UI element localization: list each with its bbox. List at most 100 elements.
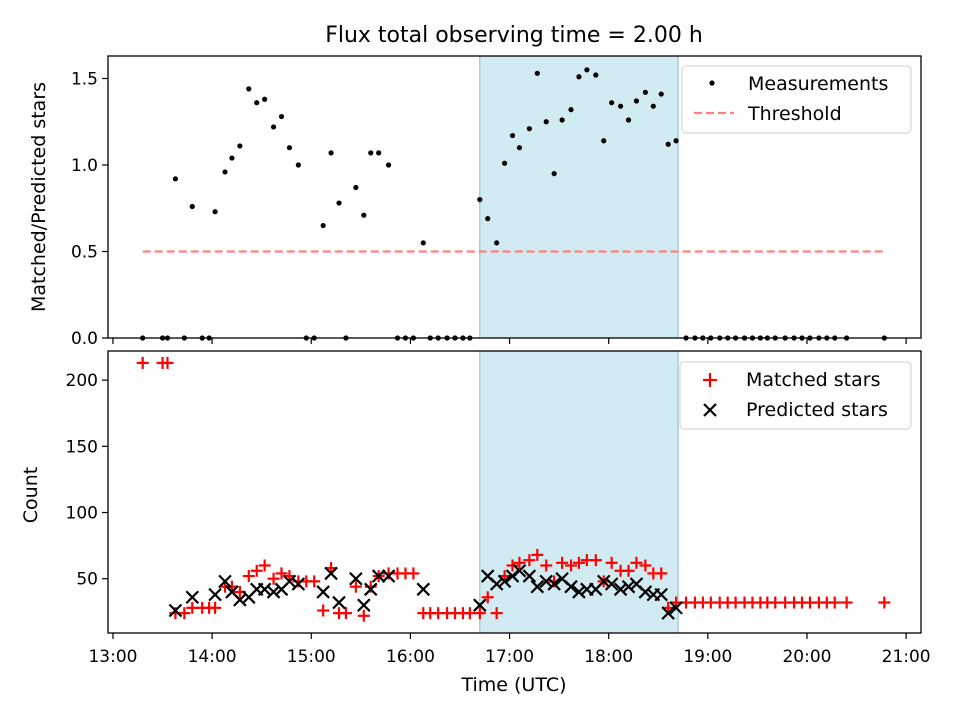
bot-ytick-label: 100 [66, 504, 98, 524]
measurement-point [278, 113, 285, 120]
predicted-star-point [596, 574, 611, 589]
measurement-point [584, 67, 590, 73]
matched-star-point [513, 556, 526, 569]
matched-star-point [250, 564, 263, 577]
bot-ytick-label: 50 [76, 570, 98, 590]
measurement-point [559, 117, 565, 123]
predicted-star-point [324, 566, 338, 581]
xtick-label: 16:00 [386, 647, 435, 667]
matched-star-point [630, 556, 643, 569]
predicted-star-point [621, 579, 636, 594]
predicted-star-point [168, 603, 183, 618]
ratio-panel: 0.0 0.5 1.0 1.5 Matched/Predicted stars Mea… [28, 55, 922, 349]
measurement-point [593, 72, 599, 78]
predicted-star-point [505, 569, 520, 583]
measurement-point [673, 138, 679, 144]
legend-predicted-marker [703, 403, 717, 417]
matched-star-point [840, 596, 853, 609]
measurement-point [361, 212, 367, 218]
measurement-point [368, 150, 374, 156]
xtick-label: 15:00 [287, 647, 336, 667]
predicted-star-point [185, 590, 200, 605]
matched-star-point [317, 604, 330, 617]
matched-star-point [178, 607, 191, 620]
predicted-star-point [473, 598, 487, 612]
measurement-point [551, 171, 557, 177]
measurement-point [320, 222, 326, 229]
measurement-point [576, 74, 582, 80]
predicted-star-point [218, 574, 232, 589]
predicted-star-point [363, 582, 378, 597]
measurement-point [189, 203, 195, 210]
predicted-star-point [416, 582, 431, 597]
measurement-point [543, 119, 549, 125]
measurement-point [420, 240, 426, 246]
matched-star-point [523, 554, 536, 567]
matched-star-point [209, 601, 222, 614]
legend-matched-marker [703, 373, 717, 387]
matched-star-point [828, 596, 841, 609]
predicted-star-point [316, 585, 330, 599]
predicted-star-point [547, 577, 561, 591]
measurement-point [270, 124, 277, 130]
predicted-star-point [282, 574, 297, 589]
measurement-point [237, 143, 243, 149]
measurement-point [295, 162, 301, 168]
matched-star-point [258, 559, 271, 572]
predicted-star-point [371, 569, 386, 583]
matched-star-point [339, 607, 352, 620]
measurement-point [601, 138, 607, 144]
predicted-star-point [654, 587, 669, 602]
matched-star-point [136, 356, 149, 369]
matched-star-point [349, 580, 362, 593]
measurement-point [477, 196, 483, 203]
matched-star-point [572, 556, 585, 569]
measurement-point [229, 155, 235, 161]
measurement-point [650, 103, 656, 109]
predicted-star-point [604, 577, 619, 591]
legend-matched-label: Matched stars [746, 369, 880, 391]
legend-measurements-label: Measurements [748, 73, 888, 95]
predicted-star-point [497, 574, 512, 589]
xtick-label: 21:00 [882, 647, 931, 667]
measurement-point [254, 100, 260, 106]
measurement-point [658, 91, 664, 97]
top-ytick-label: 1.5 [71, 69, 98, 89]
predicted-star-point [512, 563, 527, 578]
predicted-star-point [349, 571, 363, 586]
observing-window-band [479, 55, 679, 339]
matched-star-point [490, 607, 503, 620]
predicted-star-point [522, 569, 537, 583]
measurement-point [353, 184, 359, 191]
top-ytick-label: 1.0 [71, 156, 98, 176]
measurement-point [246, 86, 252, 92]
measurement-point [336, 200, 342, 206]
matched-star-point [308, 575, 321, 588]
predicted-star-point [669, 601, 683, 615]
xtick-label: 18:00 [584, 647, 633, 667]
matched-star-point [275, 567, 288, 580]
ratio-panel-frame [107, 55, 922, 339]
predicted-star-point [381, 569, 396, 583]
measurement-point [376, 150, 382, 156]
predicted-star-point [332, 595, 346, 610]
measurement-point [509, 132, 516, 139]
top-ytick-label: 0.0 [71, 329, 98, 349]
matched-star-point [639, 559, 652, 572]
matched-star-point [878, 596, 891, 609]
matched-star-point [556, 556, 569, 569]
matched-star-point [531, 548, 544, 561]
predicted-star-point [208, 587, 222, 602]
measurement-point [609, 100, 615, 106]
matched-star-point [242, 570, 255, 583]
measurement-point [633, 98, 640, 104]
measurement-point [625, 117, 632, 123]
measurement-point [262, 96, 268, 102]
measurement-point [534, 70, 540, 76]
predicted-star-point [357, 598, 371, 612]
predicted-star-point [291, 577, 306, 591]
measurement-point [286, 145, 293, 151]
matched-star-point [540, 559, 553, 572]
predicted-star-point [489, 577, 504, 591]
measurement-point [568, 107, 574, 113]
